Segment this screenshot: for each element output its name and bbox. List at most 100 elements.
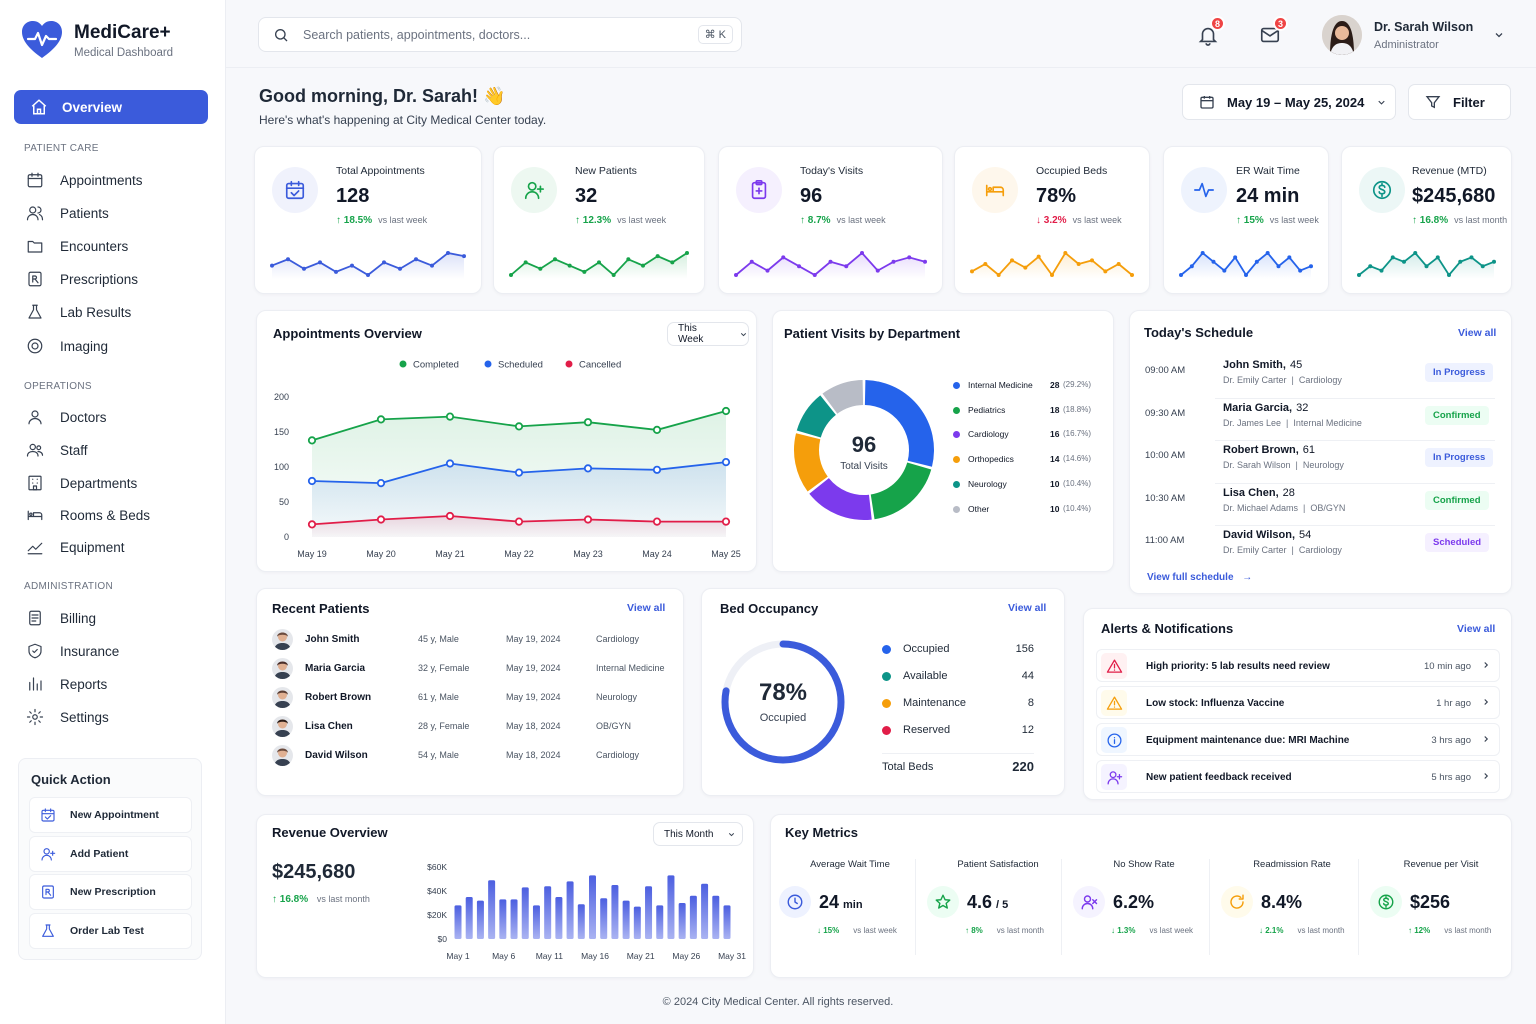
nav-item-imaging[interactable]: Imaging: [26, 336, 108, 356]
data-point[interactable]: [721, 406, 731, 416]
schedule-row[interactable]: 09:30 AM Maria Garcia, 32 Dr. James Lee | Int…: [1130, 397, 1513, 444]
donut-slice-other[interactable]: [822, 380, 864, 414]
data-point[interactable]: [514, 468, 524, 477]
stat-card-today-s-visits[interactable]: Today's Visits 96 ↑ 8.7% vs last week: [718, 146, 943, 294]
period-select[interactable]: This Month: [653, 822, 743, 846]
alert-item[interactable]: New patient feedback received 5 hrs ago: [1096, 760, 1500, 793]
nav-item-rooms-beds[interactable]: Rooms & Beds: [26, 505, 150, 525]
recent-patients-view-all-link[interactable]: View all: [627, 602, 666, 614]
nav-item-prescriptions[interactable]: Prescriptions: [26, 269, 138, 289]
filter-button[interactable]: Filter: [1408, 84, 1511, 120]
date-range-picker[interactable]: May 19 – May 25, 2024: [1182, 84, 1396, 120]
data-point[interactable]: [514, 422, 524, 431]
revenue-bar[interactable]: [600, 898, 608, 939]
revenue-bar[interactable]: [622, 900, 630, 939]
messages-button[interactable]: 3: [1259, 16, 1288, 46]
donut-slice-pediatrics[interactable]: [870, 462, 932, 520]
revenue-bar[interactable]: [701, 883, 709, 939]
donut-slice-cardiology[interactable]: [809, 478, 872, 520]
table-row[interactable]: Maria Garcia 32 y, Female May 19, 2024 Inte…: [257, 658, 685, 684]
data-point[interactable]: [307, 476, 317, 486]
data-point[interactable]: [307, 436, 317, 445]
revenue-bar[interactable]: [465, 897, 473, 939]
avatar[interactable]: [1322, 15, 1362, 55]
quick-action-order-lab-test[interactable]: Order Lab Test: [29, 912, 192, 949]
nav-item-reports[interactable]: Reports: [26, 674, 107, 694]
revenue-bar[interactable]: [689, 895, 697, 939]
data-point[interactable]: [652, 465, 662, 474]
donut-slice-orthopedics[interactable]: [794, 433, 828, 492]
data-point[interactable]: [445, 511, 455, 521]
alerts-view-all-link[interactable]: View all: [1457, 623, 1496, 635]
alert-item[interactable]: High priority: 5 lab results need review…: [1096, 649, 1500, 682]
revenue-bar[interactable]: [645, 886, 653, 939]
stat-card-new-patients[interactable]: New Patients 32 ↑ 12.3% vs last week: [493, 146, 705, 294]
alert-item[interactable]: Equipment maintenance due: MRI Machine 3 …: [1096, 723, 1500, 756]
nav-item-staff[interactable]: Staff: [26, 440, 88, 460]
revenue-bar[interactable]: [577, 904, 585, 939]
revenue-bar[interactable]: [611, 885, 619, 939]
data-point[interactable]: [721, 517, 731, 526]
schedule-row[interactable]: 11:00 AM David Wilson, 54 Dr. Emily Carter |…: [1130, 525, 1513, 571]
nav-item-insurance[interactable]: Insurance: [26, 641, 119, 661]
revenue-bar[interactable]: [521, 887, 529, 939]
nav-item-lab-results[interactable]: Lab Results: [26, 302, 131, 322]
data-point[interactable]: [376, 415, 386, 424]
quick-action-add-patient[interactable]: Add Patient: [29, 835, 192, 872]
revenue-bar[interactable]: [544, 886, 552, 939]
revenue-bar[interactable]: [532, 905, 540, 939]
schedule-row[interactable]: 10:30 AM Lisa Chen, 28 Dr. Michael Adams | OB…: [1130, 482, 1513, 529]
nav-item-billing[interactable]: Billing: [26, 608, 96, 628]
stat-card-revenue-mtd-[interactable]: Revenue (MTD) $245,680 ↑ 16.8% vs last mont…: [1341, 146, 1512, 294]
data-point[interactable]: [652, 425, 662, 435]
revenue-bar[interactable]: [712, 895, 720, 939]
revenue-bar[interactable]: [555, 897, 563, 939]
data-point[interactable]: [583, 515, 593, 524]
data-point[interactable]: [376, 479, 386, 488]
stat-card-total-appointments[interactable]: Total Appointments 128 ↑ 18.5% vs last week: [254, 146, 482, 294]
nav-item-appointments[interactable]: Appointments: [26, 170, 143, 190]
notification-button[interactable]: 8: [1197, 16, 1225, 46]
search-bar[interactable]: Search patients, appointments, doctors..…: [258, 17, 742, 52]
quick-action-new-appointment[interactable]: New Appointment: [29, 797, 192, 833]
data-point[interactable]: [445, 412, 455, 421]
table-row[interactable]: John Smith 45 y, Male May 19, 2024 Cardiolo…: [257, 629, 685, 655]
revenue-bar[interactable]: [510, 899, 518, 939]
data-point[interactable]: [445, 459, 455, 468]
table-row[interactable]: David Wilson 54 y, Male May 18, 2024 Cardio…: [257, 745, 685, 771]
revenue-bar[interactable]: [499, 899, 507, 939]
table-row[interactable]: Lisa Chen 28 y, Female May 18, 2024 OB/GYN: [257, 716, 685, 742]
nav-item-doctors[interactable]: Doctors: [26, 407, 107, 427]
data-point[interactable]: [721, 458, 731, 467]
view-full-schedule-link[interactable]: View full schedule →: [1147, 572, 1252, 583]
search-input[interactable]: Search patients, appointments, doctors..…: [303, 27, 531, 42]
revenue-bar[interactable]: [656, 905, 664, 939]
nav-item-settings[interactable]: Settings: [26, 707, 109, 727]
donut-slice-internal-medicine[interactable]: [864, 380, 934, 467]
data-point[interactable]: [583, 418, 593, 427]
data-point[interactable]: [514, 517, 524, 526]
nav-item-departments[interactable]: Departments: [26, 473, 137, 493]
schedule-view-all-link[interactable]: View all: [1458, 327, 1497, 339]
revenue-bar[interactable]: [633, 906, 641, 939]
data-point[interactable]: [376, 515, 386, 524]
donut-slice-neurology[interactable]: [796, 395, 836, 438]
revenue-bar[interactable]: [589, 875, 596, 939]
stat-card-occupied-beds[interactable]: Occupied Beds 78% ↓ 3.2% vs last week: [954, 146, 1150, 294]
revenue-bar[interactable]: [723, 905, 731, 939]
revenue-bar[interactable]: [566, 881, 574, 939]
data-point[interactable]: [583, 464, 593, 473]
revenue-bar[interactable]: [476, 900, 484, 939]
nav-item-encounters[interactable]: Encounters: [26, 236, 128, 256]
data-point[interactable]: [307, 520, 317, 529]
revenue-bar[interactable]: [667, 875, 675, 939]
stat-card-er-wait-time[interactable]: ER Wait Time 24 min ↑ 15% vs last week: [1163, 146, 1329, 294]
revenue-bar[interactable]: [454, 905, 462, 939]
nav-item-equipment[interactable]: Equipment: [26, 537, 125, 557]
revenue-bar[interactable]: [678, 903, 686, 939]
revenue-bar[interactable]: [488, 880, 496, 939]
table-row[interactable]: Robert Brown 61 y, Male May 19, 2024 Neurol…: [257, 687, 685, 713]
data-point[interactable]: [652, 517, 662, 526]
chevron-down-icon[interactable]: [1493, 29, 1505, 41]
schedule-row[interactable]: 10:00 AM Robert Brown, 61 Dr. Sarah Wilson |…: [1130, 440, 1513, 486]
